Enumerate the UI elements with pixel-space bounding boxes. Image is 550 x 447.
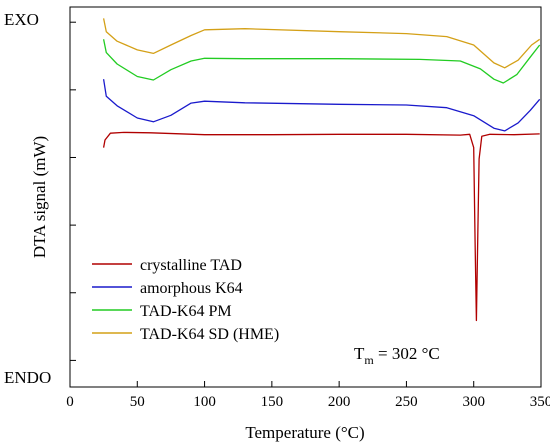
legend-label-2: TAD-K64 PM <box>140 303 232 320</box>
series-line-3 <box>102 18 541 69</box>
legend-label-0: crystalline TAD <box>140 257 242 274</box>
plot-frame <box>69 6 542 388</box>
x-tick-label-300: 300 <box>462 394 485 410</box>
y-axis-ticks <box>70 21 76 361</box>
series-line-1 <box>102 79 541 132</box>
melting-point-annotation: Tm = 302 °C <box>354 344 440 367</box>
y-axis-label: DTA signal (mW) <box>30 136 49 258</box>
x-tick-label-100: 100 <box>193 394 216 410</box>
x-tick-label-50: 50 <box>130 394 145 410</box>
x-tick-label-150: 150 <box>261 394 284 410</box>
x-tick-label-350: 350 <box>530 394 550 410</box>
annotation-rest: = 302 °C <box>374 344 440 363</box>
series-lines <box>102 18 541 322</box>
legend-label-1: amorphous K64 <box>140 280 243 297</box>
series-line-2 <box>102 39 541 84</box>
x-tick-label-250: 250 <box>395 394 418 410</box>
y-axis-top-label: EXO <box>4 10 39 29</box>
annotation-subscript: m <box>364 353 374 367</box>
x-axis-label: Temperature (°C) <box>245 423 364 442</box>
x-axis-ticks: 0 50 100 150 200 250 300 350 <box>66 381 550 410</box>
legend: crystalline TAD amorphous K64 TAD-K64 PM TA… <box>92 257 279 343</box>
y-axis-bottom-label: ENDO <box>4 368 51 387</box>
annotation-main: T <box>354 344 365 363</box>
legend-label-3: TAD-K64 SD (HME) <box>140 326 279 343</box>
series-line-0 <box>102 131 540 322</box>
x-tick-label-0: 0 <box>66 394 74 410</box>
x-tick-label-200: 200 <box>328 394 351 410</box>
